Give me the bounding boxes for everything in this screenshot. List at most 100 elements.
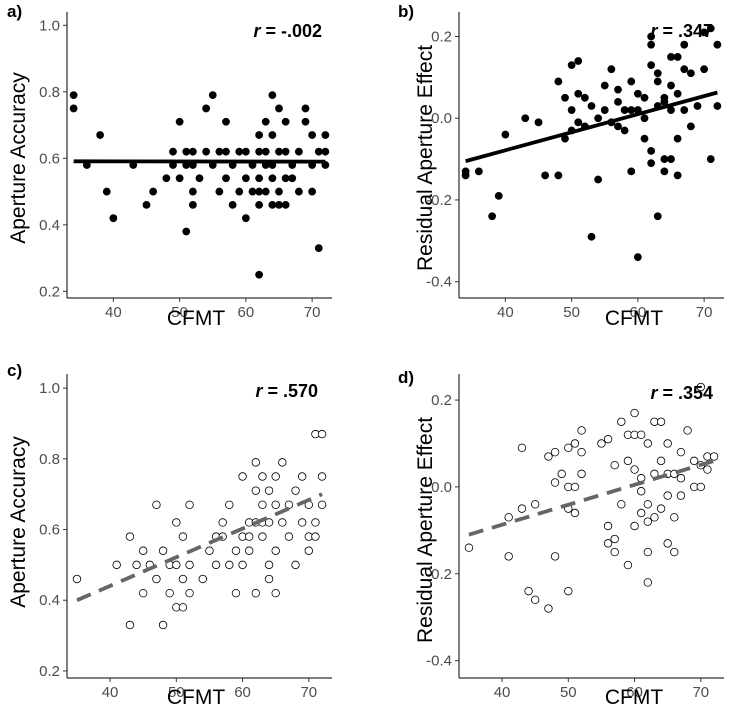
data-point <box>587 102 596 110</box>
y-tick-label: 0.0 <box>431 110 452 127</box>
data-point <box>251 588 261 598</box>
data-point <box>564 586 573 596</box>
data-point <box>587 232 596 241</box>
data-point <box>271 472 280 481</box>
data-point <box>261 147 270 156</box>
data-point <box>627 106 636 114</box>
data-point <box>650 513 659 522</box>
data-point <box>102 187 111 196</box>
data-point <box>673 53 682 61</box>
data-point <box>314 244 323 253</box>
data-point <box>222 174 230 183</box>
data-point <box>278 518 287 527</box>
data-point <box>656 504 666 513</box>
x-axis-title: CFMT <box>167 307 225 330</box>
data-point <box>255 187 264 196</box>
data-point <box>125 620 135 630</box>
data-point <box>673 89 682 98</box>
data-point <box>172 560 181 570</box>
x-axis-title: CFMT <box>167 686 225 709</box>
data-point <box>534 118 543 127</box>
data-point <box>218 518 227 527</box>
data-point <box>231 546 241 555</box>
data-point <box>138 588 148 598</box>
data-point <box>188 147 197 156</box>
data-point <box>275 187 283 196</box>
data-point <box>686 69 695 78</box>
data-point <box>580 93 589 102</box>
data-point <box>640 93 649 102</box>
data-point <box>152 500 161 509</box>
y-tick-label: 0.4 <box>39 217 60 234</box>
data-point <box>521 114 530 123</box>
data-point <box>278 458 287 467</box>
data-point <box>696 482 706 492</box>
data-point <box>683 426 692 435</box>
data-point <box>603 521 613 531</box>
data-point <box>643 500 653 509</box>
data-point <box>125 532 135 541</box>
data-point <box>524 586 533 596</box>
data-point <box>686 122 695 131</box>
data-point <box>238 560 247 570</box>
data-point <box>96 131 105 139</box>
data-point <box>603 539 613 548</box>
panel-d: d) 40 50 60 70-0.4-0.20.00.2 r = .354 CFMT … <box>398 368 724 709</box>
data-point <box>623 560 633 570</box>
data-point <box>656 417 666 426</box>
data-point <box>630 408 639 418</box>
data-point <box>647 61 656 70</box>
data-point <box>620 106 629 114</box>
correlation-value: = .347 <box>657 21 713 41</box>
data-point <box>281 147 290 156</box>
x-tick-label: 40 <box>494 684 511 701</box>
data-point <box>653 69 662 78</box>
data-point <box>670 547 679 557</box>
y-axis-title: Residual Aperture Effect <box>414 45 437 271</box>
data-point <box>222 147 230 156</box>
data-point <box>570 439 580 448</box>
data-point <box>550 552 560 561</box>
data-point <box>268 131 277 139</box>
data-point <box>284 500 294 509</box>
data-point <box>577 426 586 435</box>
data-point <box>255 174 264 183</box>
x-tick-label: 40 <box>497 304 514 321</box>
panel-letter: c) <box>7 361 22 380</box>
data-point <box>264 560 274 570</box>
data-point <box>597 439 606 448</box>
x-tick-label: 60 <box>626 684 643 701</box>
y-tick-label: 0.2 <box>431 392 452 409</box>
data-point <box>291 486 300 495</box>
data-point <box>574 57 583 65</box>
panel-a: a) 40 50 60 70 0.2 0.4 0.6 0.8 1.0 r = -.002 CFM… <box>7 2 332 330</box>
correlation-label: r = .347 <box>650 21 713 41</box>
y-tick-label: 0.6 <box>39 522 60 539</box>
data-point <box>178 574 188 584</box>
data-point <box>474 167 483 176</box>
data-point <box>222 117 230 126</box>
data-point <box>577 447 586 457</box>
plot-area: 40 50 60 70 -0.4 -0.2 0.0 0.2 <box>426 374 724 701</box>
data-point <box>554 171 563 180</box>
data-point <box>182 147 191 156</box>
data-point <box>109 214 118 223</box>
data-point <box>627 77 636 86</box>
data-point <box>112 560 121 570</box>
data-point <box>673 134 682 143</box>
data-point <box>676 447 686 457</box>
correlation-value: = .354 <box>657 383 713 403</box>
data-point <box>301 117 310 126</box>
data-point <box>321 131 330 139</box>
data-point <box>643 517 653 526</box>
data-point <box>205 546 214 555</box>
data-point <box>215 187 224 196</box>
data-point <box>225 500 234 509</box>
correlation-symbol: r <box>255 381 263 401</box>
data-point <box>570 482 580 492</box>
data-point <box>517 443 527 453</box>
data-point <box>663 539 672 548</box>
data-point <box>557 469 566 479</box>
data-point <box>643 578 653 587</box>
data-point <box>544 604 553 613</box>
